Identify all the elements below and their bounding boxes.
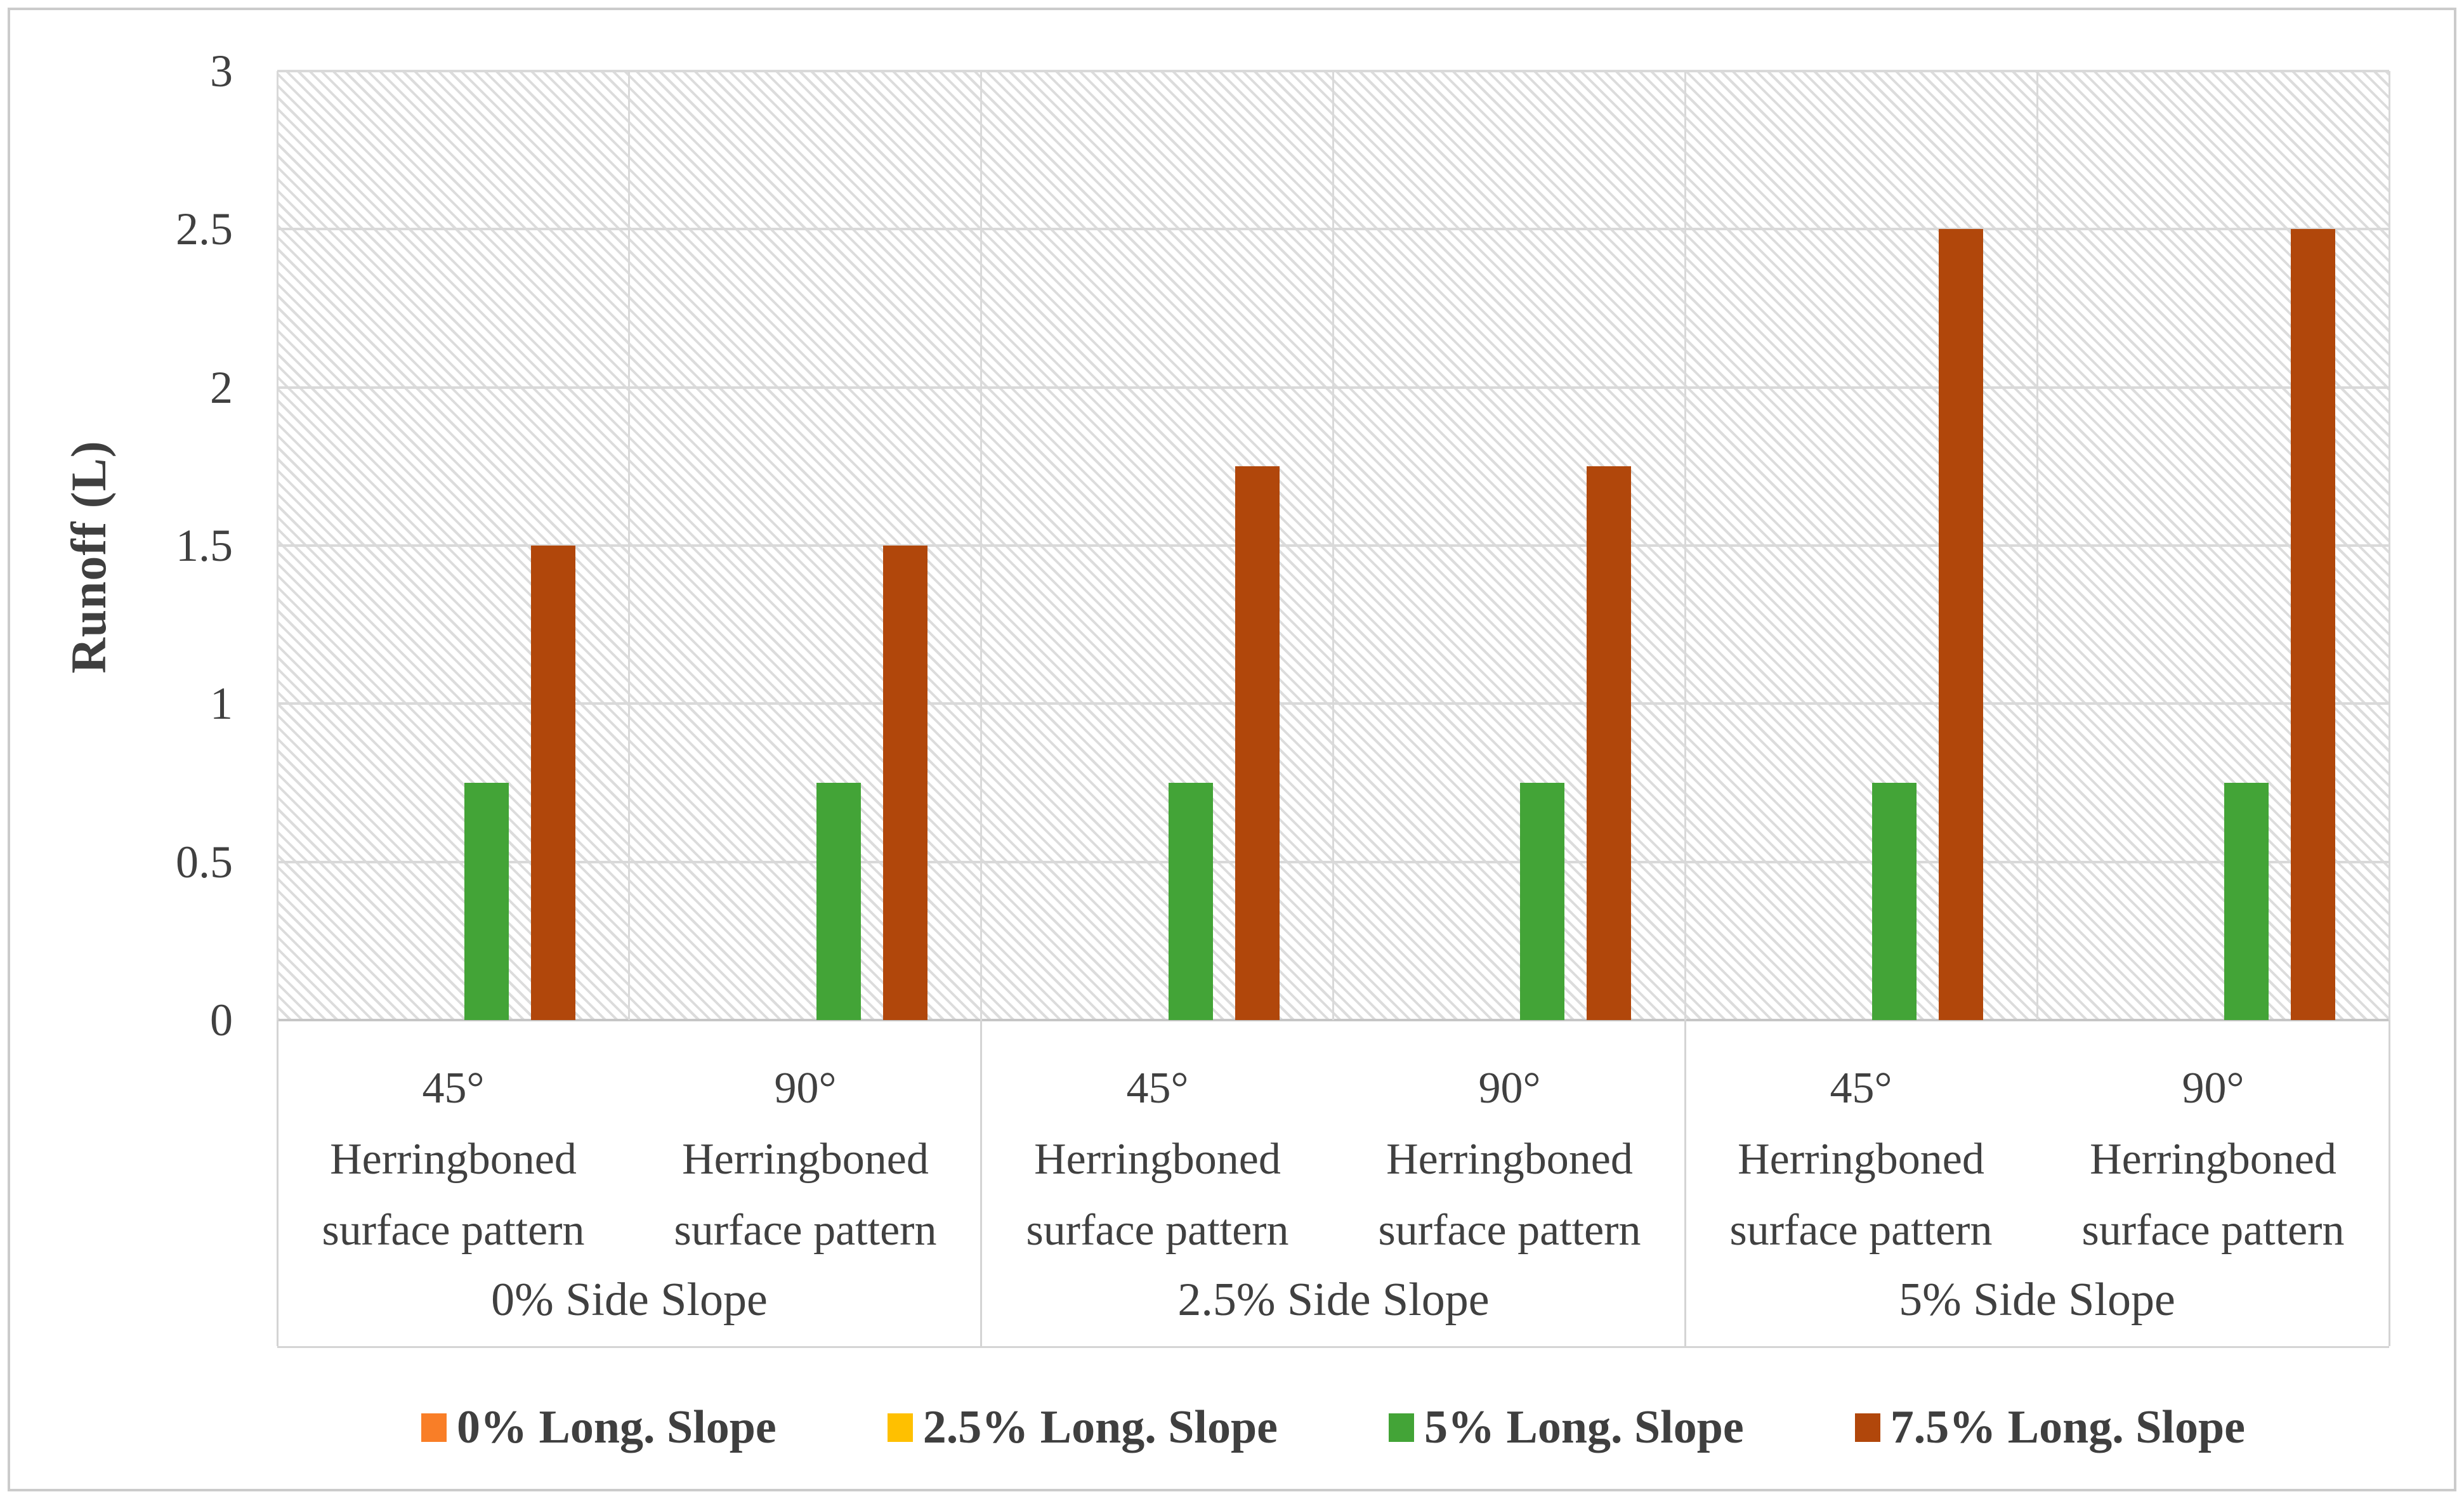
group-separator-line [1684,1020,1686,1346]
legend-swatch-icon [421,1413,447,1442]
vertical-gridline [2389,71,2390,1020]
legend-swatch-icon [887,1413,913,1442]
legend-item: 0% Long. Slope [421,1401,777,1455]
category-label: 90° Herringboned surface pattern [629,1053,981,1266]
vertical-gridline [1684,71,1686,1020]
group-label: 2.5% Side Slope [1177,1274,1490,1326]
category-label-line: surface pattern [2081,1206,2345,1255]
plot-area [277,70,2390,1021]
x-axis-line [277,1019,2389,1021]
category-label-line: surface pattern [322,1206,585,1255]
vertical-gridline [1332,71,1334,1020]
category-label-line: Herringboned [1034,1135,1281,1184]
category-label: 45° Herringboned surface pattern [981,1053,1334,1266]
group-separator-line [980,1020,982,1346]
legend-item: 5% Long. Slope [1389,1401,1744,1455]
legend-swatch-icon [1389,1413,1414,1442]
category-label-line: surface pattern [1729,1206,1993,1255]
vertical-gridline [277,71,279,1020]
bar-5-long.-slope-cat4 [1872,783,1917,1020]
legend-item: 7.5% Long. Slope [1854,1401,2245,1455]
category-label-line: 45° [1126,1064,1189,1113]
legend: 0% Long. Slope 2.5% Long. Slope 5% Long. S… [277,1383,2389,1472]
category-label-line: 45° [1830,1064,1892,1113]
y-tick-label: 0 [210,995,233,1045]
y-tick-label: 1 [210,678,233,729]
legend-swatch-icon [1854,1413,1880,1442]
bar-5-long.-slope-cat2 [1169,783,1213,1020]
legend-label: 5% Long. Slope [1424,1401,1744,1453]
category-label-line: Herringboned [682,1135,929,1184]
bar-5-long.-slope-cat0 [464,783,509,1020]
y-tick-label: 0.5 [176,837,233,887]
figure-border [8,8,2456,1491]
vertical-gridline [980,71,982,1020]
bar-7.5-long.-slope-cat4 [1939,229,1983,1020]
category-label-line: 45° [422,1064,485,1113]
legend-item: 2.5% Long. Slope [887,1401,1278,1455]
bar-5-long.-slope-cat5 [2224,783,2269,1020]
y-tick-label: 3 [210,46,233,96]
bar-7.5-long.-slope-cat2 [1235,466,1280,1020]
legend-label: 7.5% Long. Slope [1890,1401,2245,1453]
bar-7.5-long.-slope-cat0 [531,546,575,1020]
bar-5-long.-slope-cat3 [1520,783,1564,1020]
category-label: 90° Herringboned surface pattern [1334,1053,1686,1266]
category-label-line: surface pattern [1026,1206,1289,1255]
label-area-bottom-line [277,1346,2389,1348]
category-label-line: surface pattern [1378,1206,1641,1255]
vertical-gridline [628,71,630,1020]
y-tick-label: 2.5 [176,204,233,254]
category-label-line: 90° [774,1064,837,1113]
category-label-line: 90° [1478,1064,1541,1113]
category-label: 45° Herringboned surface pattern [277,1053,629,1266]
category-label-line: surface pattern [674,1206,937,1255]
category-label-line: Herringboned [330,1135,577,1184]
group-separator-line [277,1020,279,1346]
category-label-line: Herringboned [2090,1135,2336,1184]
category-label: 45° Herringboned surface pattern [1685,1053,2037,1266]
vertical-gridline [2036,71,2038,1020]
legend-label: 0% Long. Slope [457,1401,777,1453]
group-label: 5% Side Slope [1899,1274,2175,1326]
group-separator-line [2389,1020,2390,1346]
bar-5-long.-slope-cat1 [816,783,861,1020]
bar-7.5-long.-slope-cat1 [883,546,927,1020]
y-tick-label: 2 [210,362,233,413]
category-label-line: Herringboned [1386,1135,1633,1184]
group-label: 0% Side Slope [491,1274,768,1326]
y-tick-label: 1.5 [176,520,233,571]
category-label-line: Herringboned [1738,1135,1984,1184]
category-label: 90° Herringboned surface pattern [2037,1053,2389,1266]
category-label-line: 90° [2182,1064,2244,1113]
bar-7.5-long.-slope-cat3 [1587,466,1631,1020]
bar-7.5-long.-slope-cat5 [2291,229,2335,1020]
legend-label: 2.5% Long. Slope [922,1401,1278,1453]
